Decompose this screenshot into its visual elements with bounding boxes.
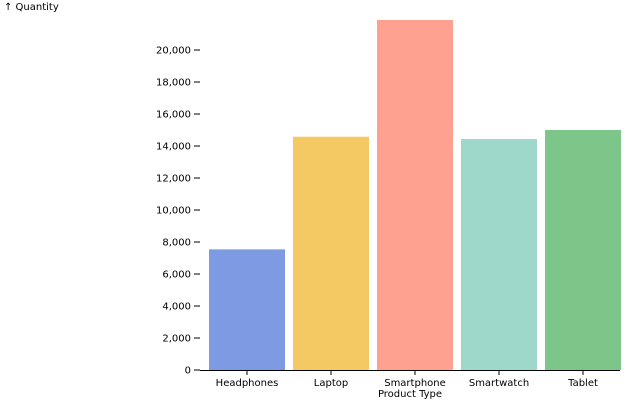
- bar-laptop: [293, 136, 369, 370]
- bar-tablet: [545, 130, 621, 370]
- x-tick-label: Laptop: [314, 378, 348, 389]
- bar-headphones: [209, 249, 285, 370]
- y-tick-label: 14,000: [156, 142, 191, 153]
- y-tick-label: 4,000: [162, 302, 191, 313]
- x-tick-label: Smartphone: [384, 378, 446, 389]
- y-tick-label: 20,000: [156, 46, 191, 57]
- bar-smartwatch: [461, 138, 537, 370]
- y-tick-label: 12,000: [156, 174, 191, 185]
- y-tick-label: 10,000: [156, 206, 191, 217]
- x-tick-label: Smartwatch: [469, 378, 529, 389]
- y-tick-label: 6,000: [162, 270, 191, 281]
- y-tick-label: 2,000: [162, 334, 191, 345]
- x-tick-label: Headphones: [216, 378, 279, 389]
- y-tick-label: 16,000: [156, 110, 191, 121]
- y-axis-label: ↑ Quantity: [4, 2, 59, 13]
- bar-smartphone: [377, 20, 453, 370]
- y-tick-label: 18,000: [156, 78, 191, 89]
- y-tick-label: 8,000: [162, 238, 191, 249]
- y-tick-label: 0: [185, 366, 191, 377]
- x-axis-label: Product Type: [378, 389, 442, 400]
- x-tick-label: Tablet: [567, 378, 598, 389]
